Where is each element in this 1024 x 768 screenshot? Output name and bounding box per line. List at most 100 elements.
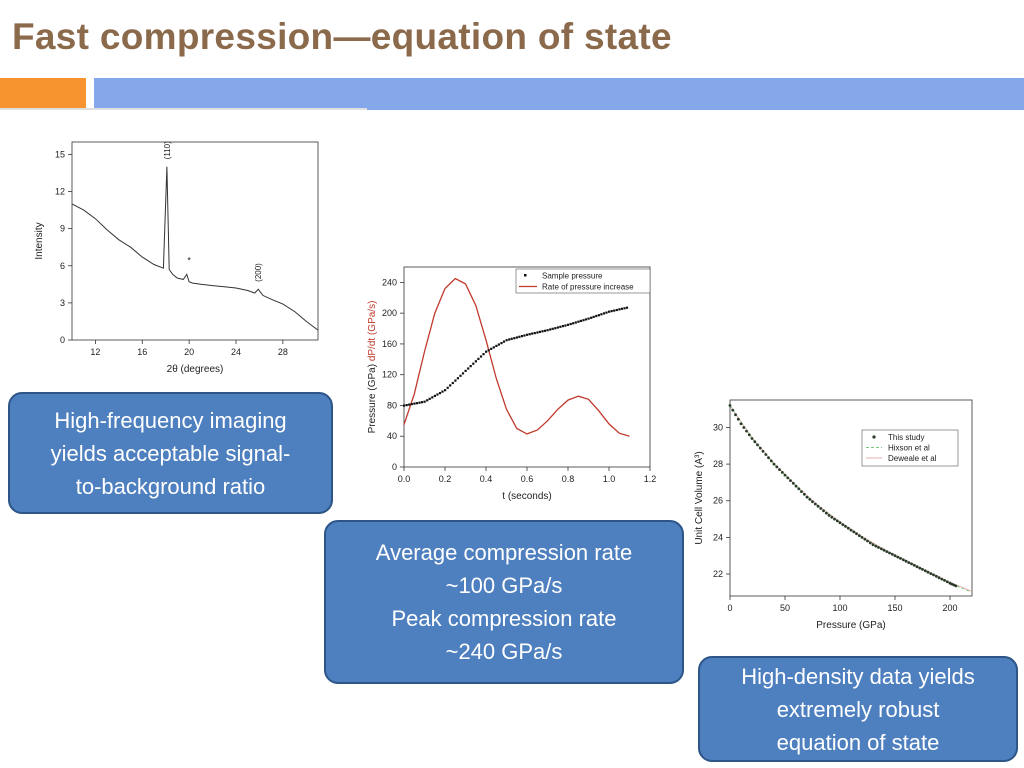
pressure-point [428, 397, 431, 400]
y-axis-label-pressure: Pressure (GPa) [367, 361, 378, 433]
x-axis-label: Pressure (GPa) [816, 620, 885, 631]
legend-label: Rate of pressure increase [542, 283, 634, 292]
pressure-point [623, 307, 626, 310]
study-point [758, 446, 762, 450]
title-underline [0, 108, 367, 110]
pressure-point [600, 313, 603, 316]
pressure-point [595, 314, 598, 318]
pressure-point [584, 318, 588, 321]
study-point [791, 481, 795, 485]
y-tick-label: 28 [713, 459, 723, 469]
study-point [808, 498, 812, 501]
pressure-point [551, 327, 554, 330]
pressure-point [472, 362, 475, 365]
pressure-point [482, 353, 485, 356]
pressure-point [487, 349, 490, 352]
pressure-point [505, 339, 508, 342]
pressure-point [592, 315, 595, 318]
study-point [882, 548, 886, 552]
y-axis-label-rate: dP/dt (GPa/s) [367, 301, 378, 362]
study-point [849, 528, 853, 532]
callout-line: to-background ratio [75, 473, 266, 499]
x-tick-label: 20 [184, 347, 194, 357]
study-point [932, 573, 935, 577]
callout-line: ~240 GPa/s [445, 639, 563, 664]
callout-line: High-density data yields [741, 663, 975, 689]
study-point [786, 476, 790, 480]
study-point [745, 429, 748, 433]
pressure-point [605, 311, 608, 314]
xrd-chart: 12 16 20 24 28 0 3 6 9 12 15 2θ (degrees) Intensity (… [34, 141, 319, 375]
study-point [863, 537, 867, 541]
study-point [833, 517, 836, 521]
pressure-point [513, 337, 516, 340]
study-point [860, 536, 864, 539]
pressure-point [441, 390, 444, 393]
y-tick-label: 80 [387, 400, 397, 410]
pressure-point [497, 343, 500, 346]
study-point [921, 568, 924, 571]
study-point [753, 440, 757, 444]
study-point [819, 507, 823, 510]
legend-label: Deweale et al [888, 454, 937, 463]
pressure-point [403, 404, 406, 407]
pressure-point [541, 330, 544, 333]
study-point [901, 558, 905, 562]
y-axis-label: Unit Cell Volume (A³) [694, 451, 705, 544]
y-tick-label: 30 [713, 422, 723, 432]
study-point [945, 580, 949, 584]
y-tick-label: 200 [382, 308, 397, 318]
plot-frame [71, 141, 319, 341]
pressure-point [418, 401, 421, 404]
pressure-point [590, 316, 593, 319]
study-point [844, 525, 847, 528]
pressure-point [449, 384, 452, 387]
pressure-point [569, 322, 572, 326]
x-tick-label: 150 [887, 603, 902, 613]
pressure-point [579, 319, 582, 322]
study-point [764, 453, 768, 456]
y-tick-label: 15 [55, 149, 65, 159]
pressure-point [610, 310, 613, 313]
density-callout: High-density data yields extremely robus… [698, 656, 1018, 762]
x-tick-label: 0.4 [480, 474, 493, 484]
study-point [802, 492, 806, 496]
pressure-point [543, 329, 547, 332]
x-tick-label: 200 [942, 603, 957, 613]
pressure-point [454, 379, 457, 382]
x-tick-label: 0.8 [562, 474, 575, 484]
study-point [893, 554, 897, 558]
study-point [910, 562, 913, 566]
study-point [736, 417, 740, 421]
pressure-point [582, 319, 585, 322]
study-point [822, 509, 825, 513]
study-point [835, 519, 839, 523]
study-point [904, 559, 908, 563]
title-accent-orange [0, 78, 86, 110]
pressure-point [444, 389, 447, 392]
y-tick-label: 40 [387, 431, 397, 441]
study-point [780, 471, 784, 474]
study-point [868, 541, 872, 545]
pressure-point [536, 331, 539, 334]
study-point [816, 504, 820, 508]
pressure-point [597, 314, 600, 317]
y-tick-label: 3 [60, 298, 65, 308]
peak-annotation: (200) [254, 263, 263, 282]
callout-line: extremely robust [776, 696, 940, 722]
pressure-point [477, 357, 480, 360]
y-tick-label: 22 [713, 569, 723, 579]
study-point [794, 484, 798, 488]
peak-annotation: * [187, 255, 191, 265]
pressure-point [528, 333, 531, 336]
study-point [937, 576, 941, 580]
study-point [896, 555, 900, 559]
pressure-point [431, 396, 434, 399]
y-tick-label: 160 [382, 339, 397, 349]
y-axis-label: Intensity [34, 222, 45, 259]
pressure-point [620, 307, 623, 310]
x-tick-label: 24 [231, 347, 241, 357]
study-point [769, 459, 773, 463]
study-point [943, 579, 946, 582]
callout-line: equation of state [776, 729, 940, 755]
